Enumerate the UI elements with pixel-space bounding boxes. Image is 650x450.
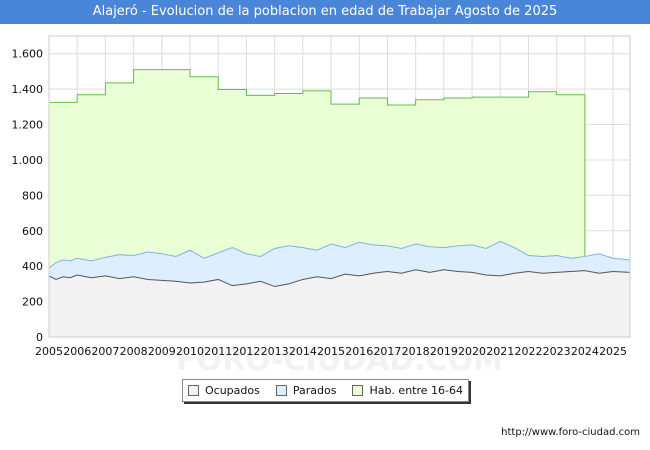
x-tick-label: 2021: [486, 345, 514, 358]
legend-swatch-hab: [352, 385, 364, 396]
y-tick-label: 800: [22, 189, 43, 202]
series-parados-line: [48, 240, 631, 269]
x-tick-label: 2017: [373, 345, 401, 358]
y-tick-label: 1.000: [12, 154, 44, 167]
x-tick-label: 2013: [261, 345, 289, 358]
x-tick-label: 2019: [430, 345, 458, 358]
x-tick-label: 2016: [345, 345, 373, 358]
x-tick-label: 2023: [543, 345, 571, 358]
x-tick-label: 2008: [120, 345, 148, 358]
y-tick-label: 600: [22, 225, 43, 238]
source-link[interactable]: http://www.foro-ciudad.com: [501, 427, 640, 438]
x-tick-label: 2007: [91, 345, 119, 358]
y-tick-label: 1.600: [12, 48, 44, 61]
legend-item-ocupados: Ocupados: [187, 384, 260, 397]
legend-swatch-ocupados: [187, 385, 199, 396]
x-tick-label: 2022: [514, 345, 542, 358]
x-tick-label: 2015: [317, 345, 345, 358]
legend-label-ocupados: Ocupados: [204, 384, 260, 397]
y-tick-label: 400: [22, 260, 43, 273]
legend: Ocupados Parados Hab. entre 16-64: [182, 379, 469, 402]
legend-item-hab: Hab. entre 16-64: [352, 384, 463, 397]
y-tick-label: 0: [36, 331, 43, 344]
legend-label-parados: Parados: [292, 384, 337, 397]
plot-border: [48, 35, 631, 338]
y-tick-label: 200: [22, 296, 43, 309]
x-tick-label: 2005: [35, 345, 63, 358]
x-tick-label: 2011: [204, 345, 232, 358]
y-tick-label: 1.400: [12, 83, 44, 96]
x-tick-label: 2014: [289, 345, 317, 358]
legend-label-hab: Hab. entre 16-64: [369, 384, 463, 397]
x-tick-label: 2018: [402, 345, 430, 358]
chart-title: Alajeró - Evolucion de la poblacion en e…: [0, 0, 650, 24]
series-ocupados-area: [49, 269, 630, 337]
x-tick-label: 2010: [176, 345, 204, 358]
x-tick-label: 2009: [148, 345, 176, 358]
legend-swatch-parados: [275, 385, 287, 396]
series-ocupados-line: [48, 269, 631, 288]
x-tick-label: 2025: [599, 345, 627, 358]
x-tick-label: 2020: [458, 345, 486, 358]
x-tick-label: 2006: [63, 345, 91, 358]
x-tick-label: 2024: [571, 345, 599, 358]
legend-item-parados: Parados: [275, 384, 337, 397]
y-tick-label: 1.200: [12, 119, 44, 132]
watermark-text: FORO-CIUDAD.COM: [176, 343, 503, 378]
x-tick-label: 2012: [232, 345, 260, 358]
